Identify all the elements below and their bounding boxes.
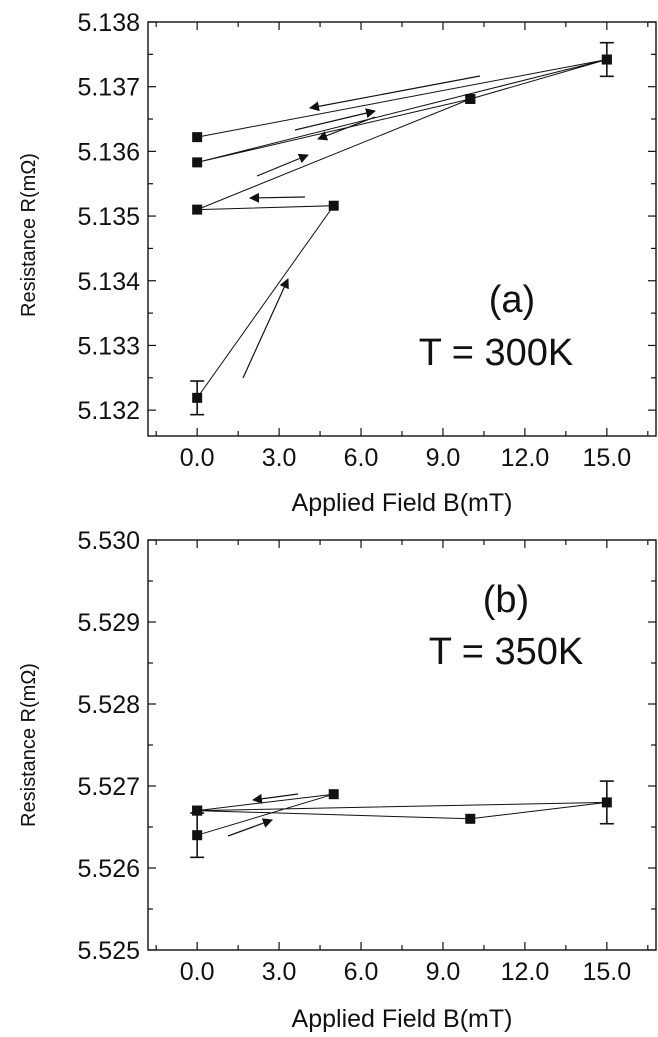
panel-b-frame bbox=[147, 539, 657, 951]
panel-a-data-point bbox=[601, 54, 612, 65]
panel-b-y-axis-title: Resistance R(mΩ) bbox=[18, 663, 40, 827]
panel-a-direction-arrow bbox=[242, 278, 289, 379]
panel-b-y-tick-label: 5.527 bbox=[77, 773, 140, 801]
panel-b-x-tick-label: 0.0 bbox=[180, 958, 215, 986]
panel-a-y-tick-label: 5.137 bbox=[77, 74, 140, 102]
panel-b-series-line bbox=[197, 793, 607, 836]
panel-a-y-axis-title: Resistance R(mΩ) bbox=[18, 153, 40, 317]
panel-a-data-point bbox=[192, 392, 203, 403]
panel-a-y-tick-label: 5.138 bbox=[77, 9, 140, 37]
panel-b-chart: 0.0 3.0 6.0 9.0 12.0 15.0 5.525 5.526 5.527 5.528… bbox=[77, 527, 657, 986]
panel-b-data-point bbox=[192, 830, 203, 841]
panel-b-direction-arrow bbox=[227, 818, 273, 837]
panel-a-label: (a) bbox=[489, 279, 535, 321]
panel-a-x-tick-label: 15.0 bbox=[583, 444, 632, 472]
panel-b-label: (b) bbox=[483, 579, 529, 621]
panel-a-data-point bbox=[465, 93, 476, 104]
panel-b-data-point bbox=[465, 813, 476, 824]
panel-a-chart: 0.0 3.0 6.0 9.0 12.0 15.0 5.132 5.133 5.134 5.135… bbox=[77, 9, 657, 472]
panel-b-x-tick-label: 6.0 bbox=[344, 958, 379, 986]
panel-a-y-tick-label: 5.132 bbox=[77, 397, 140, 425]
panel-a-x-tick-label: 6.0 bbox=[344, 444, 379, 472]
panel-b-y-tick-label: 5.529 bbox=[77, 609, 140, 637]
panel-a-data-point bbox=[192, 204, 203, 215]
panel-a-direction-arrow bbox=[309, 75, 481, 112]
panel-a-y-tick-label: 5.134 bbox=[77, 268, 140, 296]
panel-b-y-tick-label: 5.525 bbox=[77, 937, 140, 965]
panel-a-x-axis-title: Applied Field B(mT) bbox=[292, 489, 513, 517]
panel-a-y-tick-label: 5.136 bbox=[77, 138, 140, 166]
panel-b-temperature: T = 350K bbox=[429, 631, 584, 673]
panel-a-x-tick-label: 9.0 bbox=[426, 444, 461, 472]
panel-a-x-tick-label: 0.0 bbox=[180, 444, 215, 472]
panel-b-y-tick-label: 5.528 bbox=[77, 691, 140, 719]
panel-b-data-point bbox=[601, 797, 612, 808]
panel-a-direction-arrow bbox=[294, 108, 376, 131]
panel-a-frame bbox=[147, 21, 657, 437]
panel-b-x-tick-label: 3.0 bbox=[262, 958, 297, 986]
panel-a-y-tick-label: 5.135 bbox=[77, 203, 140, 231]
panel-a-x-tick-label: 3.0 bbox=[262, 444, 297, 472]
panel-a-data-point bbox=[192, 132, 203, 143]
panel-a-direction-arrow bbox=[249, 192, 306, 203]
panel-b-data-point bbox=[192, 805, 203, 816]
panel-b-x-tick-label: 9.0 bbox=[426, 958, 461, 986]
panel-b-y-tick-label: 5.526 bbox=[77, 855, 140, 883]
panel-a-x-tick-label: 12.0 bbox=[501, 444, 550, 472]
panel-a-direction-arrow bbox=[317, 116, 376, 141]
panel-a-data-point bbox=[328, 200, 339, 211]
panel-a-y-tick-label: 5.133 bbox=[77, 332, 140, 360]
panel-a-data-point bbox=[192, 157, 203, 168]
panel-b-x-axis-title: Applied Field B(mT) bbox=[292, 1005, 513, 1033]
panel-a-temperature: T = 300K bbox=[419, 332, 574, 374]
panel-b-x-tick-label: 12.0 bbox=[501, 958, 550, 986]
panel-b-data-point bbox=[328, 789, 339, 800]
panel-b-y-tick-label: 5.530 bbox=[77, 527, 140, 555]
panel-b-direction-arrow bbox=[252, 793, 299, 804]
panel-b-x-tick-label: 15.0 bbox=[583, 958, 632, 986]
panel-a-direction-arrow bbox=[256, 153, 309, 177]
